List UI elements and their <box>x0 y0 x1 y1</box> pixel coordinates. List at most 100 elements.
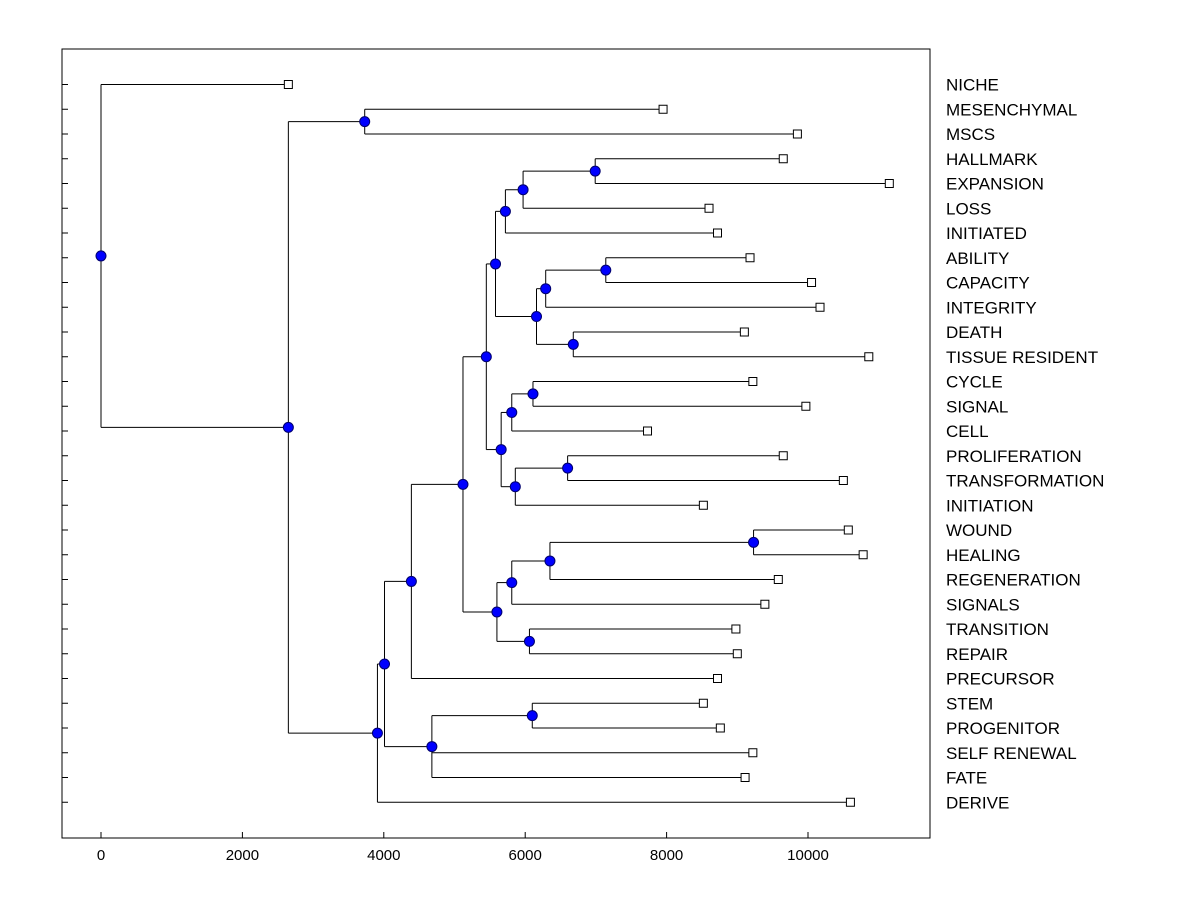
leaf-label-L22: TRANSITION <box>946 620 1049 639</box>
merge-node-N9 <box>490 258 502 270</box>
leaf-label-L17: INITIATION <box>946 496 1034 515</box>
leaf-label-L10: DEATH <box>946 323 1002 342</box>
leaf-label-L6: INITIATED <box>946 224 1027 243</box>
leaf-marker-L12 <box>748 377 758 386</box>
merge-nodes <box>95 116 760 753</box>
plot-frame <box>61 48 931 839</box>
leaf-label-L29: DERIVE <box>946 793 1009 812</box>
leaf-label-L15: PROLIFERATION <box>946 447 1082 466</box>
leaf-label-L5: LOSS <box>946 199 991 218</box>
merge-node-N12 <box>589 165 601 177</box>
merge-node-N16 <box>495 444 507 456</box>
leaf-marker-L11 <box>864 352 874 362</box>
merge-node-N8 <box>480 351 492 363</box>
leaf-label-L13: SIGNAL <box>946 397 1008 416</box>
leaf-marker-L8 <box>807 278 817 287</box>
merge-node-N20 <box>562 462 574 474</box>
merge-node-N27 <box>523 635 535 647</box>
leaf-marker-L19 <box>858 550 868 560</box>
leaf-label-L20: REGENERATION <box>946 571 1081 590</box>
leaf-marker-L21 <box>760 599 770 609</box>
leaf-marker-L15 <box>778 451 788 461</box>
leaf-label-L23: REPAIR <box>946 645 1008 664</box>
leaf-marker-L22 <box>731 624 741 634</box>
leaf-marker-L14 <box>643 426 653 436</box>
merge-node-N4 <box>371 727 383 739</box>
leaf-marker-L4 <box>884 179 894 188</box>
merge-node-N19 <box>509 481 521 493</box>
leaf-label-L16: TRANSFORMATION <box>946 472 1104 491</box>
x-axis: 0 2000 4000 6000 8000 10000 <box>97 832 829 864</box>
merge-node-N1 <box>95 250 107 262</box>
leaf-marker-L25 <box>698 698 708 708</box>
leaf-label-L0: NICHE <box>946 76 999 95</box>
leaf-label-L26: PROGENITOR <box>946 719 1060 738</box>
leaf-label-L24: PRECURSOR <box>946 670 1055 689</box>
leaf-label-L27: SELF RENEWAL <box>946 744 1077 763</box>
leaf-label-L8: CAPACITY <box>946 274 1030 293</box>
dendrogram-links <box>100 84 890 803</box>
leaf-label-L25: STEM <box>946 694 993 713</box>
leaf-label-L1: MESENCHYMAL <box>946 100 1077 119</box>
leaf-marker-L1 <box>658 104 668 114</box>
leaf-marker-L13 <box>801 401 811 411</box>
leaf-marker-L29 <box>845 797 855 807</box>
leaf-markers <box>283 80 894 807</box>
leaf-marker-L6 <box>713 228 723 238</box>
leaf-label-L11: TISSUE RESIDENT <box>946 348 1098 367</box>
leaf-marker-L17 <box>698 500 708 510</box>
leaf-label-L9: INTEGRITY <box>946 298 1037 317</box>
leaf-marker-L3 <box>778 154 788 164</box>
leaf-label-L4: EXPANSION <box>946 175 1044 194</box>
leaf-label-L21: SIGNALS <box>946 595 1020 614</box>
x-tick-label-10000: 10000 <box>787 847 829 864</box>
merge-node-N26 <box>748 536 760 548</box>
leaf-marker-L28 <box>740 773 750 782</box>
merge-node-N3 <box>359 116 371 128</box>
merge-node-N2 <box>282 421 294 433</box>
leaf-labels: NICHE MESENCHYMAL MSCS HALLMARK EXPANSION LOS… <box>946 76 1104 813</box>
merge-node-N15 <box>567 338 579 350</box>
leaf-marker-L2 <box>792 129 802 139</box>
merge-node-N7 <box>457 478 469 490</box>
x-tick-label-8000: 8000 <box>650 847 683 864</box>
leaf-marker-L9 <box>815 302 825 312</box>
merge-node-N6 <box>405 575 417 587</box>
leaf-label-L18: WOUND <box>946 521 1012 540</box>
x-tick-label-2000: 2000 <box>226 847 259 864</box>
merge-node-N29 <box>526 710 538 722</box>
leaf-marker-L0 <box>283 80 293 89</box>
leaf-marker-L20 <box>773 575 783 584</box>
merge-node-N18 <box>527 388 539 400</box>
x-tick-label-0: 0 <box>97 847 105 864</box>
leaf-marker-L23 <box>732 649 742 659</box>
merge-node-N13 <box>531 311 543 323</box>
merge-node-N24 <box>506 577 518 589</box>
merge-node-N28 <box>426 741 438 753</box>
merge-node-N17 <box>506 406 518 418</box>
leaf-marker-L26 <box>715 723 725 733</box>
merge-node-N14a <box>600 264 612 276</box>
leaf-label-L19: HEALING <box>946 546 1021 565</box>
merge-node-N10 <box>499 205 511 217</box>
leaf-label-L2: MSCS <box>946 125 995 144</box>
leaf-label-L28: FATE <box>946 769 987 788</box>
leaf-marker-L5 <box>704 203 714 213</box>
x-tick-label-6000: 6000 <box>509 847 542 864</box>
leaf-marker-L27 <box>748 748 758 758</box>
leaf-label-L3: HALLMARK <box>946 150 1038 169</box>
leaf-label-L14: CELL <box>946 422 989 441</box>
leaf-marker-L16 <box>838 476 848 485</box>
leaf-marker-L24 <box>713 674 723 683</box>
merge-node-N5 <box>379 658 391 670</box>
leaf-label-L12: CYCLE <box>946 373 1003 392</box>
merge-node-N11 <box>517 184 529 196</box>
leaf-label-L7: ABILITY <box>946 249 1009 268</box>
leaf-marker-L7 <box>745 253 755 263</box>
x-tick-label-4000: 4000 <box>367 847 400 864</box>
leaf-marker-L18 <box>843 525 853 535</box>
merge-node-N14 <box>540 283 552 295</box>
leaf-marker-L10 <box>739 327 749 337</box>
merge-node-N25 <box>544 555 556 567</box>
